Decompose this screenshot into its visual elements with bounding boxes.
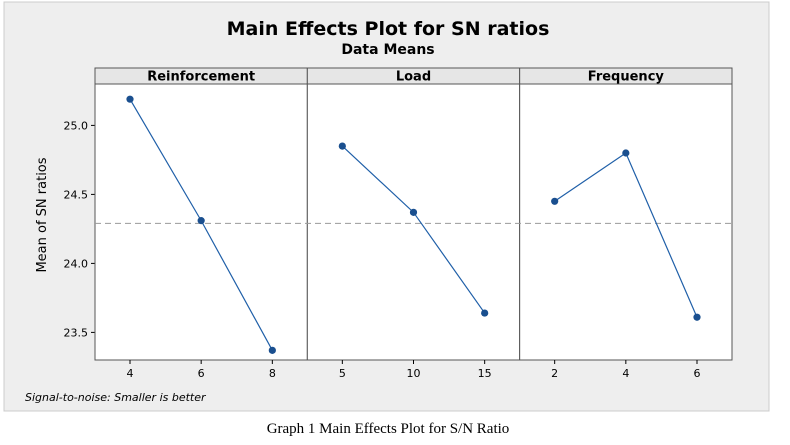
data-point [268, 346, 276, 354]
panel-label-1: Load [396, 70, 431, 85]
y-tick-label: 24.5 [64, 188, 89, 201]
data-point [551, 197, 559, 205]
chart-title: Main Effects Plot for SN ratios [227, 18, 550, 40]
panel-area-1 [306, 83, 521, 361]
data-point [126, 95, 134, 103]
data-point [338, 142, 346, 150]
data-point [693, 313, 701, 321]
x-tick-label: 2 [551, 367, 558, 380]
data-point [409, 208, 418, 216]
y-tick-label: 23.5 [64, 326, 89, 339]
x-tick-label: 6 [694, 367, 701, 380]
panel-label-2: Frequency [588, 70, 665, 85]
x-tick-label: 15 [478, 367, 492, 380]
x-tick-label: 5 [339, 367, 346, 380]
y-tick-label: 25.0 [64, 119, 89, 132]
x-tick-label: 8 [269, 367, 276, 380]
y-tick-label: 24.0 [64, 257, 89, 270]
data-point [481, 309, 489, 317]
x-tick-label: 4 [622, 367, 629, 380]
x-tick-label: 6 [198, 367, 205, 380]
x-tick-label: 10 [407, 367, 421, 380]
y-axis-label: Mean of SN ratios [35, 157, 50, 272]
figure-caption: Graph 1 Main Effects Plot for S/N Ratio [267, 421, 510, 437]
x-tick-label: 4 [127, 367, 134, 380]
data-point [622, 149, 630, 157]
data-point [197, 217, 205, 225]
panel-label-0: Reinforcement [147, 70, 255, 85]
panels-group: 23.5 24.0 24.5 25.0 Reinforcement Load Frequen… [64, 67, 733, 380]
chart-subtitle: Data Means [341, 42, 434, 58]
footnote: Signal-to-noise: Smaller is better [25, 391, 207, 404]
